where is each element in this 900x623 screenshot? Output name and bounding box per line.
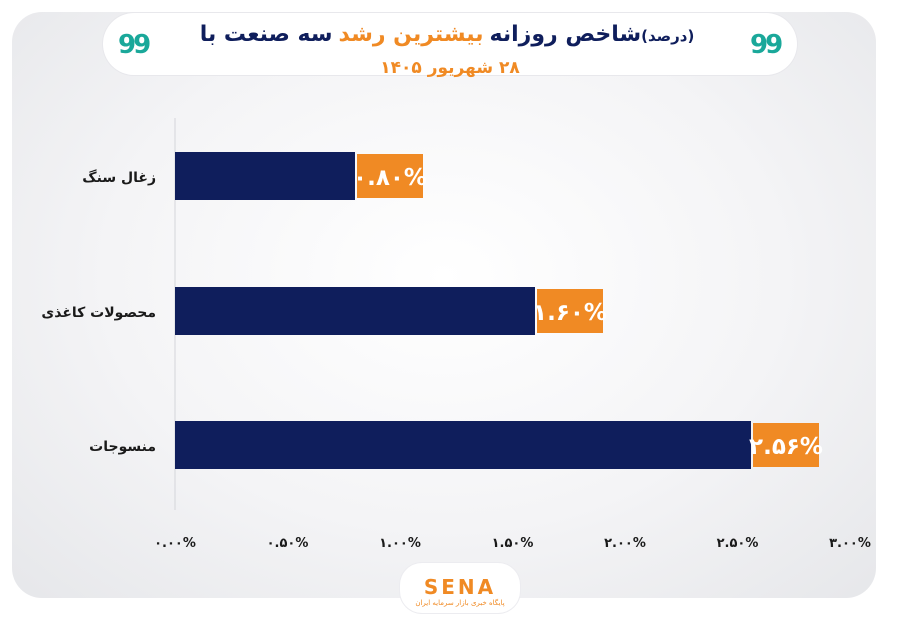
data-label-2: ۱.۶۰% xyxy=(533,300,607,326)
category-labels-group: زغال سنگ محصولات کاغذی منسوجات xyxy=(41,169,156,455)
data-label-bg-2 xyxy=(537,289,603,333)
x-tick-labels-group: ۰.۰۰% ۰.۵۰% ۱.۰۰% ۱.۵۰% ۲.۰۰% ۲.۵۰% ۳.۰۰% xyxy=(154,536,871,551)
logo-text: SENA xyxy=(423,575,497,599)
category-label-2: محصولات کاغذی xyxy=(41,305,156,321)
x-tick-label-5: ۲.۰۰% xyxy=(604,536,646,551)
title-unit: (درصد) xyxy=(641,27,695,45)
bar-1 xyxy=(175,152,355,200)
bars-group: ۰.۸۰% ۱.۶۰% ۲.۵۶% xyxy=(175,152,823,469)
title-highlight: بیشترین رشد xyxy=(338,22,484,47)
data-label-3: ۲.۵۶% xyxy=(749,434,823,460)
logo-tagline: پایگاه خبری بازار سرمایه ایران xyxy=(415,599,505,607)
category-label-3: منسوجات xyxy=(89,439,156,455)
data-label-bg-1 xyxy=(357,154,423,198)
title-part-2: شاخص روزانه xyxy=(489,22,642,47)
data-label-1: ۰.۸۰% xyxy=(353,165,427,191)
data-label-bg-3 xyxy=(753,423,819,467)
quote-close-icon: 99 xyxy=(118,30,151,60)
category-label-1: زغال سنگ xyxy=(82,169,156,186)
x-tick-label-3: ۱.۰۰% xyxy=(379,536,421,551)
bar-3 xyxy=(175,421,751,469)
x-tick-label-4: ۱.۵۰% xyxy=(492,536,534,551)
quote-open-icon: 99 xyxy=(750,30,783,60)
title-banner xyxy=(103,13,797,75)
bar-2 xyxy=(175,287,535,335)
chart-title: سه صنعت با بیشترین رشد شاخص روزانه (درصد… xyxy=(140,22,760,58)
x-tick-label-6: ۲.۵۰% xyxy=(717,536,759,551)
x-tick-label-7: ۳.۰۰% xyxy=(829,536,871,551)
x-tick-label-2: ۰.۵۰% xyxy=(267,536,309,551)
title-part-1: سه صنعت با xyxy=(199,22,333,47)
chart-subtitle-date: ۲۸ شهریور ۱۴۰۵ xyxy=(380,58,520,78)
sena-logo: SENA پایگاه خبری بازار سرمایه ایران xyxy=(400,563,520,613)
x-tick-label-1: ۰.۰۰% xyxy=(154,536,196,551)
